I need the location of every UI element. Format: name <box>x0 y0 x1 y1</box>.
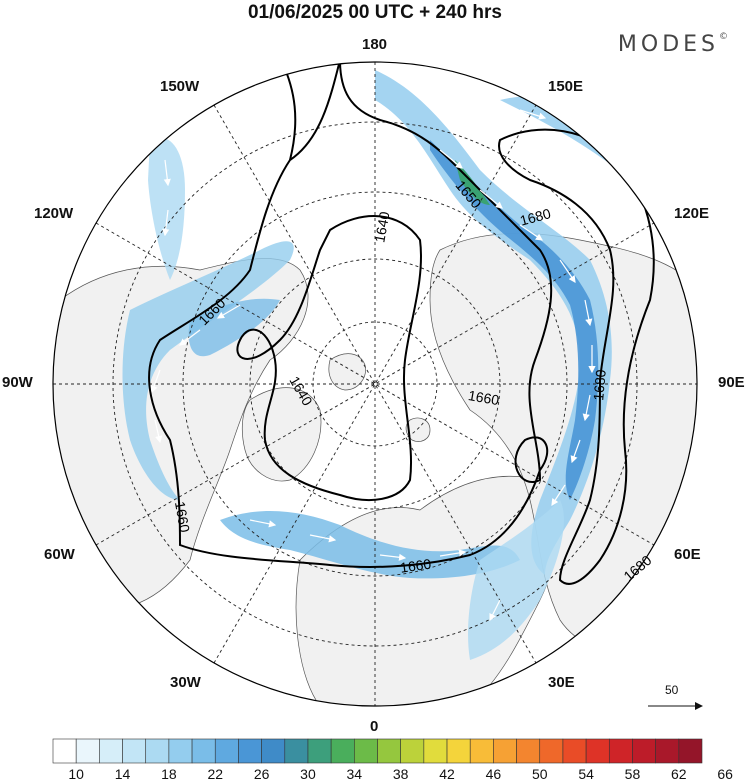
copyright-mark: © <box>719 32 728 42</box>
lon-label-90e: 90E <box>718 374 745 391</box>
colorbar-cell <box>52 738 77 764</box>
colorbar-cell <box>377 738 401 764</box>
lon-label-30e: 30E <box>548 674 575 691</box>
colorbar-cell <box>214 738 239 764</box>
colorbar-tick-label: 14 <box>115 766 131 782</box>
colorbar-cell <box>168 738 193 764</box>
colorbar-tick-label: 66 <box>717 766 733 782</box>
colorbar-cell <box>145 738 170 764</box>
colorbar-tick-label: 30 <box>300 766 316 782</box>
jet-america <box>122 241 294 501</box>
contour-label: 1680 <box>590 369 609 402</box>
lon-label-150e: 150E <box>548 78 584 95</box>
contour-label: 1660 <box>172 500 193 534</box>
colorbar: 10141822263034384246505458626670 <box>52 738 733 782</box>
colorbar-cell <box>516 738 541 764</box>
lon-label-120e: 120E <box>674 205 710 222</box>
colorbar-cell <box>678 738 703 764</box>
colorbar-cell <box>608 738 633 764</box>
colorbar-labels: 10141822263034384246505458626670 <box>68 766 733 782</box>
jet-pacific-west <box>148 137 185 280</box>
colorbar-tick-label: 22 <box>207 766 223 782</box>
contour-label: 1640 <box>371 210 392 244</box>
lon-label-120w: 120W <box>34 205 74 222</box>
land-arctic-islands <box>328 353 366 391</box>
colorbar-cell <box>99 738 123 764</box>
colorbar-cell <box>354 738 378 764</box>
contour-1680 <box>498 128 655 585</box>
land-north-america <box>53 258 309 609</box>
colorbar-tick-label: 50 <box>532 766 548 782</box>
colorbar-cell <box>655 738 680 764</box>
map-boundary <box>52 61 698 707</box>
colorbar-cell <box>585 738 610 764</box>
lon-label-30w: 30W <box>170 674 201 691</box>
lon-label-150w: 150W <box>160 78 200 95</box>
colorbar-tick-label: 10 <box>68 766 84 782</box>
colorbar-cell <box>493 738 517 764</box>
contour-label: 1660 <box>467 387 501 408</box>
colorbar-tick-label: 46 <box>486 766 502 782</box>
colorbar-cells <box>52 738 703 764</box>
colorbar-cell <box>75 738 100 764</box>
colorbar-cell <box>539 738 564 764</box>
colorbar-cell <box>307 738 332 764</box>
colorbar-cell <box>446 738 471 764</box>
wind-arrows <box>150 109 607 622</box>
lon-label-0: 0 <box>370 718 379 735</box>
colorbar-tick-label: 42 <box>439 766 455 782</box>
contour-1640 <box>236 215 422 501</box>
jet-atlantic <box>220 510 520 579</box>
colorbar-cell <box>238 738 262 764</box>
colorbar-cell <box>261 738 286 764</box>
jet-pacific-core <box>430 140 599 500</box>
lon-label-60w: 60W <box>44 546 75 563</box>
colorbar-cell <box>191 738 216 764</box>
map-title: 01/06/2025 00 UTC + 240 hrs <box>247 2 503 23</box>
contour-label: 1680 <box>518 205 552 229</box>
brand-logo: MODES© <box>618 32 728 57</box>
colorbar-cell <box>469 738 494 764</box>
colorbar-cell <box>330 738 355 764</box>
colorbar-tick-label: 54 <box>578 766 594 782</box>
colorbar-cell <box>632 738 656 764</box>
colorbar-tick-label: 38 <box>393 766 409 782</box>
lon-label-180: 180 <box>362 36 388 53</box>
colorbar-cell <box>423 738 448 764</box>
colorbar-cell <box>122 738 147 764</box>
land-svalbard <box>405 417 431 442</box>
colorbar-tick-label: 26 <box>254 766 270 782</box>
colorbar-cell <box>284 738 309 764</box>
colorbar-tick-label: 58 <box>625 766 641 782</box>
lon-label-90w: 90W <box>2 374 33 391</box>
colorbar-cell <box>562 738 587 764</box>
contour-label: 1660 <box>399 555 432 575</box>
jet-america-2 <box>188 298 280 357</box>
wind-reference-label: 50 <box>665 683 679 697</box>
colorbar-tick-label: 34 <box>347 766 363 782</box>
colorbar-tick-label: 18 <box>161 766 177 782</box>
contour-1660 <box>148 62 553 568</box>
colorbar-cell <box>400 738 425 764</box>
brand-name: MODES <box>617 32 719 57</box>
lon-label-60e: 60E <box>674 546 701 563</box>
colorbar-tick-label: 62 <box>671 766 687 782</box>
